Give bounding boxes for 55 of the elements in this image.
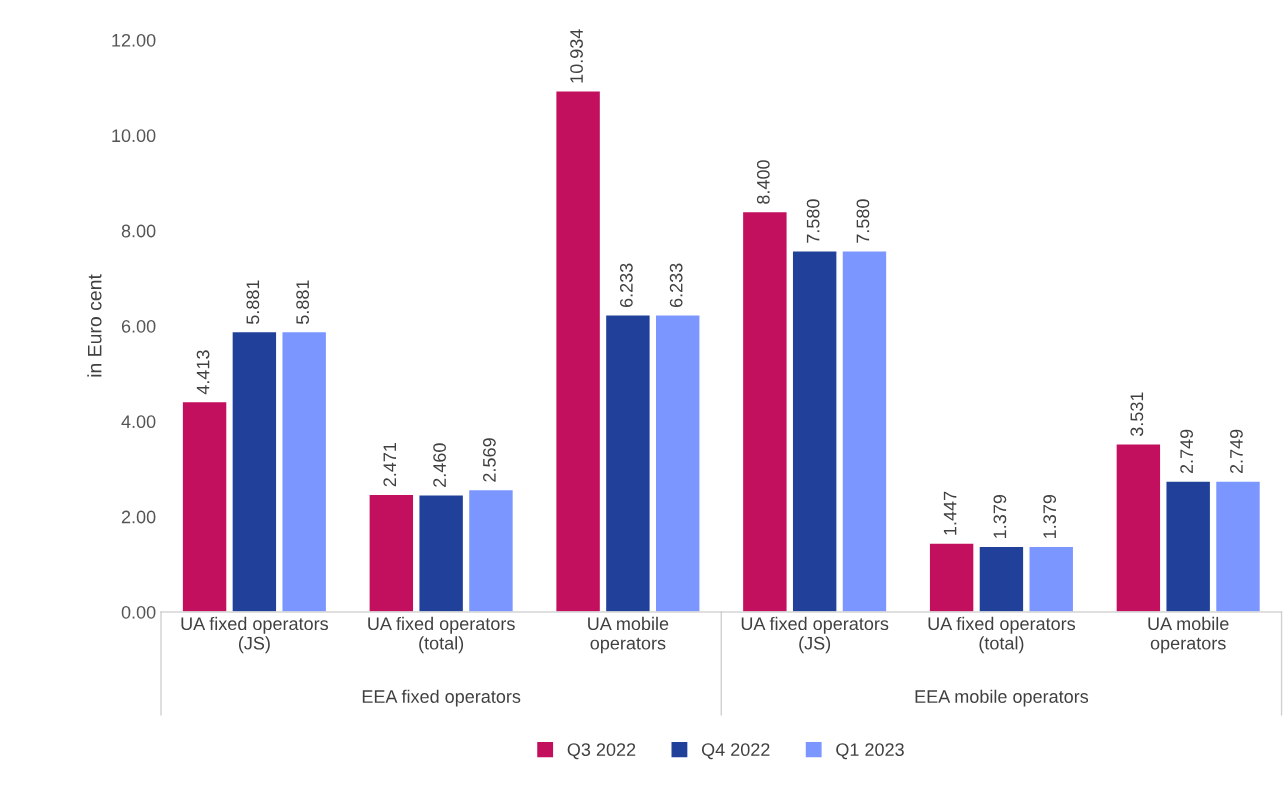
data-label: 8.400 [756, 160, 770, 204]
bar [604, 314, 652, 612]
data-label: 3.531 [1130, 392, 1144, 437]
y-tick-label: 12.00 [112, 33, 156, 47]
y-axis-title: in Euro cent [87, 274, 102, 377]
x-tick-label: UA fixed operators (total) [368, 616, 515, 654]
data-label: 2.749 [1230, 429, 1243, 474]
text: EEA mobile operators [915, 689, 1089, 707]
y-tick-label: 0.00 [121, 605, 156, 619]
bar [281, 330, 328, 612]
bar [1165, 480, 1212, 612]
data-label: 2.749 [1180, 429, 1194, 474]
x-tick-label: UA fixed operators (JS) [741, 616, 889, 654]
y-tick-label: 6.00 [121, 319, 156, 333]
legend-label: Q3 2022 [567, 743, 636, 760]
data-label: 10.934 [570, 29, 583, 83]
data-label: 2.460 [433, 443, 446, 487]
bar [467, 488, 515, 612]
data-label: 7.580 [856, 199, 870, 243]
legend-label: Q4 2022 [701, 743, 770, 760]
bar [554, 90, 602, 612]
data-label: 7.580 [806, 199, 820, 243]
data-label: 6.233 [619, 263, 633, 308]
data-label: 4.413 [196, 350, 210, 395]
bar [741, 210, 788, 612]
bar [791, 249, 838, 612]
y-tick-label: 2.00 [121, 510, 156, 524]
x-tick-label: UA mobile operators [1148, 616, 1229, 654]
bar [928, 542, 975, 612]
bar [368, 493, 415, 612]
data-label: 2.471 [383, 442, 397, 487]
bar [978, 545, 1025, 612]
data-label: 5.881 [246, 280, 260, 325]
data-label: 6.233 [669, 263, 683, 308]
y-tick-label: 10.00 [112, 129, 156, 143]
bar [418, 494, 465, 612]
legend-label: Q1 2023 [836, 743, 904, 760]
data-label: 5.881 [296, 280, 310, 325]
bar [654, 314, 701, 612]
data-label: 2.569 [483, 438, 496, 482]
bar [1115, 442, 1162, 612]
data-label: 1.447 [943, 491, 957, 535]
x-tick-label: UA fixed operators (total) [928, 616, 1076, 654]
x-tick-label: UA fixed operators (JS) [181, 616, 328, 654]
bar [181, 400, 228, 612]
bar [841, 249, 888, 612]
bar [231, 330, 278, 612]
x-tick-label: UA mobile operators [588, 616, 669, 654]
data-label: 1.379 [1043, 495, 1057, 538]
text: EEA fixed operators [362, 689, 521, 707]
bar [1028, 545, 1075, 612]
y-tick-label: 4.00 [121, 415, 156, 429]
data-label: 1.379 [993, 495, 1007, 538]
bar [1214, 480, 1262, 612]
y-tick-label: 8.00 [121, 224, 156, 238]
